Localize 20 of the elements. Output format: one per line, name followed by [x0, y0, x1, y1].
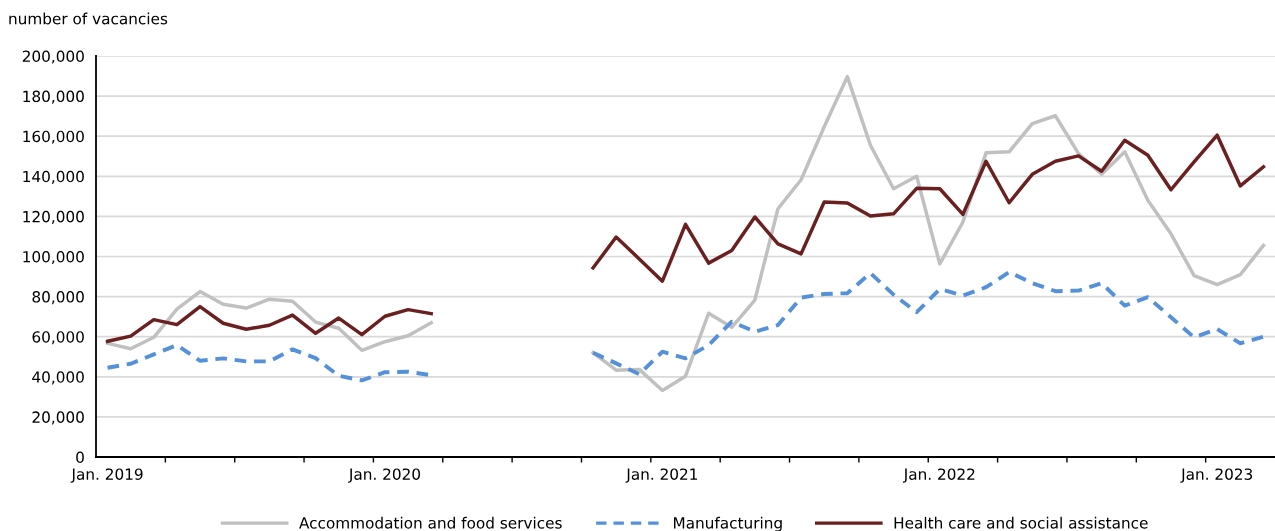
y-tick-label: 180,000: [23, 90, 84, 104]
y-tick-label: 140,000: [23, 170, 84, 184]
x-tick-label: Jan. 2021: [625, 468, 698, 483]
y-tick-label: 200,000: [22, 50, 84, 64]
y-tick-label: 160,000: [23, 130, 84, 144]
y-axis-title: number of vacancies: [9, 12, 168, 25]
legend-label: Manufacturing: [673, 516, 782, 531]
x-tick-label: Jan. 2023: [1180, 468, 1253, 483]
y-tick-label: 100,000: [23, 250, 84, 265]
y-tick-label: 20,000: [32, 411, 84, 425]
y-tick-label: 80,000: [32, 291, 84, 305]
y-tick-label: 0: [76, 451, 84, 464]
legend-label: Accommodation and food services: [299, 516, 562, 529]
y-tick-label: 120,000: [23, 210, 84, 224]
x-tick-label: Jan. 2022: [902, 468, 975, 483]
y-tick-label: 60,000: [32, 331, 84, 345]
legend-label: Health care and social assistance: [894, 516, 1148, 529]
x-tick-label: Jan. 2019: [70, 468, 143, 483]
y-tick-label: 40,000: [32, 371, 84, 385]
x-tick-label: Jan. 2020: [348, 468, 421, 483]
